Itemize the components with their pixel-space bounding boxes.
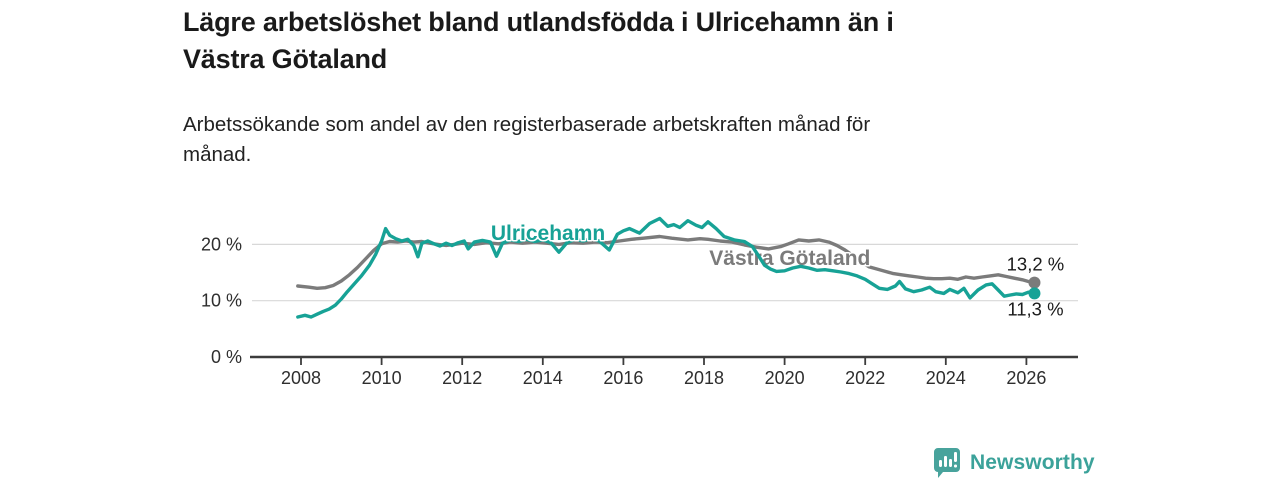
x-axis-label-2022: 2022 <box>845 368 885 388</box>
x-axis-label-2014: 2014 <box>523 368 563 388</box>
page-title: Lägre arbetslöshet bland utlandsfödda i … <box>183 4 1083 78</box>
title-line-2: Västra Götaland <box>183 44 388 74</box>
end-value-label-v-stra-g-taland: 13,2 % <box>1007 254 1065 275</box>
title-line-1: Lägre arbetslöshet bland utlandsfödda i … <box>183 7 894 37</box>
newsworthy-brand-label: Newsworthy <box>970 451 1095 474</box>
x-axis-label-2018: 2018 <box>684 368 724 388</box>
y-axis-label-0: 0 % <box>211 347 242 367</box>
end-value-label-ulricehamn: 11,3 % <box>1007 298 1063 319</box>
y-axis-label-10: 10 % <box>201 291 242 311</box>
x-axis-label-2008: 2008 <box>281 368 321 388</box>
series-end-dot-ulricehamn <box>1028 287 1041 300</box>
x-axis-label-2024: 2024 <box>926 368 966 388</box>
newsworthy-chart-bubble-icon <box>933 447 961 479</box>
x-axis-label-2010: 2010 <box>362 368 402 388</box>
series-line-ulricehamn <box>296 216 1037 319</box>
subtitle-line-2: månad. <box>183 143 252 166</box>
series-end-dot-v-stra-g-taland <box>1028 276 1041 289</box>
newsworthy-brand-link[interactable]: Newsworthy <box>933 446 1095 480</box>
line-chart: 0 % 10 % 20 % 2008 2010 2012 2014 2016 2018 2020 2… <box>180 190 1130 405</box>
x-axis-label-2016: 2016 <box>603 368 643 388</box>
y-axis-label-20: 20 % <box>201 234 242 254</box>
subtitle-line-1: Arbetssökande som andel av den registerb… <box>183 113 871 136</box>
x-axis-label-2012: 2012 <box>442 368 482 388</box>
x-axis-label-2020: 2020 <box>765 368 805 388</box>
series-label-ulricehamn: Ulricehamn <box>491 222 605 245</box>
series-label-v-stra-g-taland: Västra Götaland <box>709 247 870 270</box>
chart-canvas: 0 % 10 % 20 % 2008 2010 2012 2014 2016 2018 2020 2… <box>201 216 1078 388</box>
x-axis-label-2026: 2026 <box>1006 368 1046 388</box>
chart-subtitle: Arbetssökande som andel av den registerb… <box>183 110 1083 170</box>
